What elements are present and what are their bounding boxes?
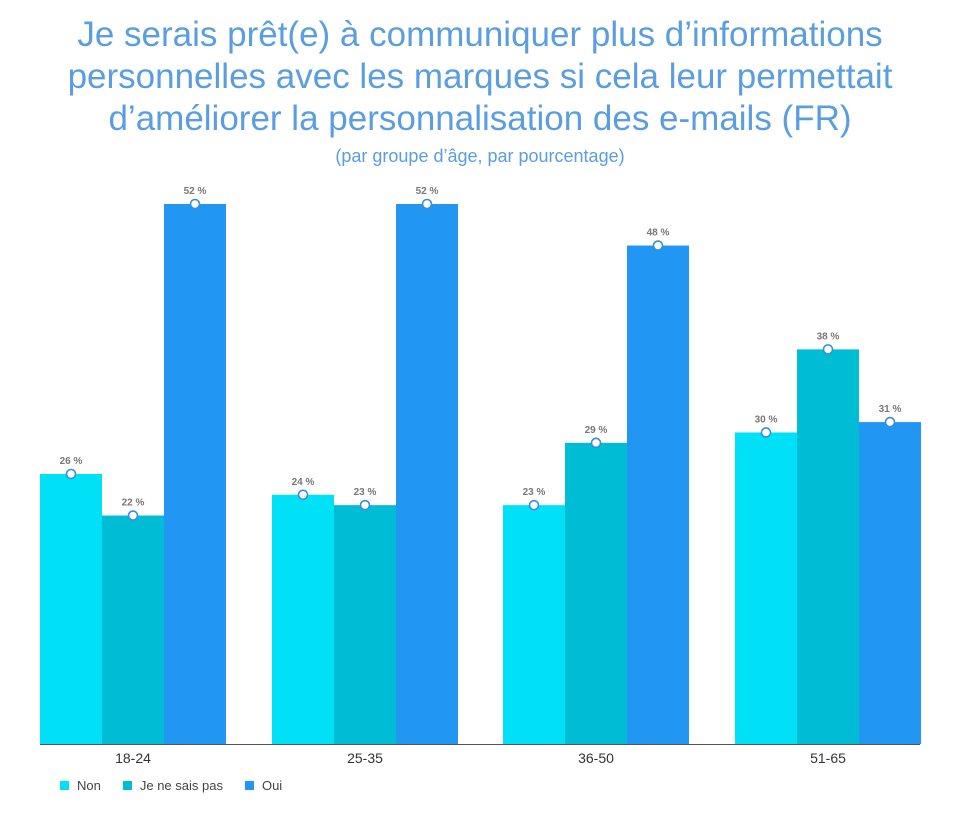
- marker-non-36-50: [528, 499, 540, 511]
- bar-oui-25-35: [396, 204, 458, 744]
- bar-je-ne-sais-pas-25-35: [334, 505, 396, 744]
- chart-title: Je serais prêt(e) à communiquer plus d’i…: [0, 14, 960, 140]
- chart-subtitle: (par groupe d’âge, par pourcentage): [335, 146, 625, 166]
- data-label-je-ne-sais-pas-25-35: 23 %: [354, 487, 377, 498]
- bar-non-51-65: [735, 432, 797, 744]
- chart-title-line-2: personnelles avec les marques si cela le…: [67, 57, 893, 96]
- data-label-je-ne-sais-pas-51-65: 38 %: [817, 331, 840, 342]
- legend-item-non: Non: [60, 778, 101, 793]
- bar-oui-51-65: [859, 422, 921, 744]
- data-label-oui-18-24: 52 %: [184, 186, 207, 197]
- marker-je-ne-sais-pas-18-24: [127, 510, 139, 521]
- data-label-oui-51-65: 31 %: [879, 404, 902, 415]
- bar-je-ne-sais-pas-18-24: [102, 515, 164, 744]
- bar-oui-18-24: [164, 204, 226, 744]
- marker-je-ne-sais-pas-36-50: [590, 437, 602, 449]
- x-tick-label-51-65: 51-65: [810, 750, 846, 766]
- data-label-non-36-50: 23 %: [523, 487, 546, 498]
- legend-item-oui: Oui: [244, 778, 283, 793]
- legend-label-oui: Oui: [261, 778, 283, 793]
- marker-oui-51-65: [884, 416, 896, 428]
- bar-non-36-50: [503, 505, 565, 744]
- x-tick-label-18-24: 18-24: [115, 750, 151, 766]
- data-label-oui-25-35: 52 %: [416, 186, 439, 197]
- marker-je-ne-sais-pas-51-65: [822, 344, 834, 355]
- marker-oui-25-35: [421, 198, 433, 210]
- marker-non-25-35: [297, 489, 309, 501]
- legend-swatch-je-ne-sais-pas: [122, 781, 132, 790]
- data-label-non-51-65: 30 %: [755, 414, 778, 425]
- bar-non-18-24: [40, 474, 102, 744]
- x-tick-label-36-50: 36-50: [578, 750, 614, 766]
- data-label-je-ne-sais-pas-18-24: 22 %: [122, 498, 145, 509]
- marker-non-51-65: [760, 427, 772, 438]
- bar-je-ne-sais-pas-36-50: [565, 442, 627, 744]
- marker-je-ne-sais-pas-25-35: [359, 499, 371, 511]
- data-label-non-18-24: 26 %: [60, 456, 83, 467]
- legend-label-je-ne-sais-pas: Je ne sais pas: [139, 778, 223, 793]
- x-tick-label-25-35: 25-35: [347, 750, 383, 766]
- chart-legend: Non Je ne sais pas Oui: [60, 778, 282, 793]
- legend-swatch-oui: [244, 781, 254, 790]
- bar-je-ne-sais-pas-51-65: [797, 349, 859, 744]
- legend-item-je-ne-sais-pas: Je ne sais pas: [122, 778, 223, 793]
- data-label-je-ne-sais-pas-36-50: 29 %: [585, 425, 608, 436]
- bar-oui-36-50: [627, 245, 689, 745]
- data-label-oui-36-50: 48 %: [647, 228, 670, 239]
- data-label-non-25-35: 24 %: [292, 477, 315, 488]
- marker-oui-36-50: [652, 240, 664, 251]
- legend-label-non: Non: [77, 778, 101, 793]
- chart-title-line-1: Je serais prêt(e) à communiquer plus d’i…: [77, 15, 883, 54]
- bar-non-25-35: [272, 494, 334, 744]
- marker-non-18-24: [65, 468, 77, 480]
- chart-title-line-3: d’améliorer la personnalisation des e-ma…: [108, 99, 852, 138]
- marker-oui-18-24: [189, 198, 201, 210]
- legend-swatch-non: [60, 781, 69, 790]
